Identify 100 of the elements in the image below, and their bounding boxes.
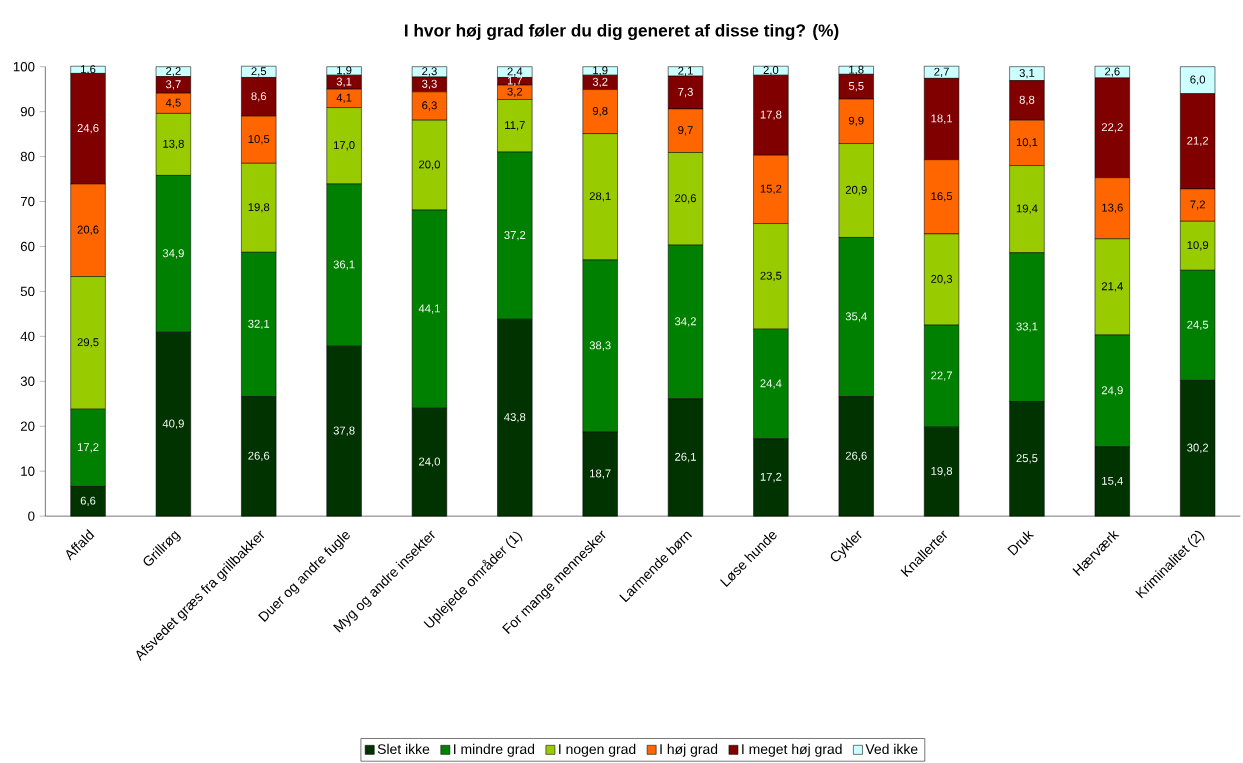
legend-label: Slet ikke xyxy=(377,743,430,755)
data-label: 7,3 xyxy=(678,87,693,98)
data-label: 2,0 xyxy=(763,66,779,76)
data-label: 19,4 xyxy=(1016,204,1038,214)
data-label: 1,7 xyxy=(507,76,523,86)
y-tick-label: 90 xyxy=(20,106,35,117)
data-label: 17,0 xyxy=(333,141,355,151)
y-tick-label: 20 xyxy=(20,421,35,431)
legend-label: I meget høj grad xyxy=(742,743,842,757)
y-tick-label: 0 xyxy=(28,511,35,521)
data-label: 25,5 xyxy=(1016,454,1038,464)
legend-label: I mindre grad xyxy=(454,743,535,757)
data-label: 13,6 xyxy=(1102,203,1123,213)
data-label: 20,3 xyxy=(931,274,953,285)
data-label: 3,2 xyxy=(592,77,608,88)
data-label: 9,8 xyxy=(592,107,608,117)
data-label: 11,7 xyxy=(505,121,525,131)
data-label: 2,7 xyxy=(934,67,949,78)
data-label: 21,4 xyxy=(1101,282,1123,292)
data-label: 3,1 xyxy=(1019,69,1035,79)
data-label: 26,6 xyxy=(845,451,867,462)
data-label: 32,1 xyxy=(248,319,270,330)
y-tick-label: 30 xyxy=(20,376,35,387)
data-label: 4,5 xyxy=(165,98,181,108)
data-label: 30,2 xyxy=(1187,443,1209,453)
y-tick-label: 70 xyxy=(20,196,35,207)
chart-title: I hvor høj grad føler du dig generet af disse ting? (%) xyxy=(404,23,839,41)
data-label: 20,9 xyxy=(845,185,867,196)
y-tick-label: 10 xyxy=(21,466,35,476)
legend-label: I høj grad xyxy=(660,743,718,757)
data-label: 2,5 xyxy=(251,67,267,77)
data-label: 4,1 xyxy=(336,93,352,104)
data-label: 15,4 xyxy=(1102,476,1123,487)
data-label: 17,2 xyxy=(760,472,782,483)
data-label: 20,6 xyxy=(675,194,697,204)
data-label: 24,9 xyxy=(1101,386,1123,396)
data-label: 43,8 xyxy=(504,413,526,423)
data-label: 26,6 xyxy=(248,451,270,462)
data-label: 24,5 xyxy=(1187,320,1209,331)
data-label: 15,2 xyxy=(760,184,782,195)
data-label: 13,8 xyxy=(163,139,184,150)
data-label: 24,4 xyxy=(760,379,782,389)
data-label: 3,2 xyxy=(507,87,523,98)
data-label: 18,7 xyxy=(590,469,611,479)
data-label: 19,8 xyxy=(931,467,953,477)
data-label: 8,8 xyxy=(1019,95,1035,106)
data-label: 10,1 xyxy=(1016,138,1038,148)
data-label: 17,8 xyxy=(760,110,782,120)
data-label: 3,7 xyxy=(165,80,181,90)
y-tick-label: 100 xyxy=(13,62,35,72)
data-label: 1,8 xyxy=(849,65,864,75)
data-label: 2,1 xyxy=(678,66,693,77)
y-tick-label: 60 xyxy=(20,241,35,252)
data-label: 6,6 xyxy=(80,496,96,507)
data-label: 5,5 xyxy=(848,82,864,92)
data-label: 6,3 xyxy=(422,101,437,111)
data-label: 2,4 xyxy=(507,67,523,77)
data-label: 2,6 xyxy=(1105,67,1120,77)
data-label: 6,0 xyxy=(1190,75,1206,85)
data-label: 1,6 xyxy=(81,65,96,75)
data-label: 28,1 xyxy=(589,192,611,202)
data-label: 29,5 xyxy=(77,338,99,348)
data-label: 33,1 xyxy=(1016,322,1038,332)
data-label: 9,7 xyxy=(678,126,693,136)
data-label: 20,0 xyxy=(419,160,440,170)
data-label: 22,2 xyxy=(1101,123,1123,133)
data-label: 38,3 xyxy=(589,341,611,351)
data-label: 36,1 xyxy=(333,260,355,270)
legend-label: Ved ikke xyxy=(865,743,918,755)
data-label: 7,2 xyxy=(1190,200,1205,210)
data-label: 2,3 xyxy=(422,67,437,77)
data-label: 34,9 xyxy=(162,249,184,259)
data-label: 21,2 xyxy=(1187,136,1209,147)
data-label: 26,1 xyxy=(675,452,696,463)
y-tick-label: 40 xyxy=(20,331,35,342)
data-label: 40,9 xyxy=(162,419,184,429)
data-label: 37,2 xyxy=(504,231,526,241)
data-label: 3,1 xyxy=(336,77,352,87)
data-label: 9,9 xyxy=(848,116,864,127)
data-label: 10,5 xyxy=(248,135,270,145)
data-label: 35,4 xyxy=(845,312,867,322)
data-label: 44,1 xyxy=(418,304,440,314)
data-label: 18,1 xyxy=(931,114,953,124)
data-label: 8,6 xyxy=(251,92,267,102)
data-label: 17,2 xyxy=(77,443,99,453)
data-label: 16,5 xyxy=(931,192,953,202)
data-label: 19,8 xyxy=(248,203,270,213)
data-label: 37,8 xyxy=(333,426,355,436)
data-label: 2,2 xyxy=(166,67,181,77)
y-tick-label: 50 xyxy=(20,286,35,297)
data-label: 20,6 xyxy=(77,225,99,235)
data-label: 1,9 xyxy=(593,66,608,76)
y-tick-label: 80 xyxy=(20,151,35,162)
data-label: 1,9 xyxy=(337,66,352,76)
data-label: 24,6 xyxy=(77,124,99,134)
data-label: 23,5 xyxy=(760,271,782,282)
data-label: 34,2 xyxy=(674,317,696,327)
data-label: 3,3 xyxy=(422,79,437,90)
data-label: 10,9 xyxy=(1187,241,1209,251)
data-label: 24,0 xyxy=(419,457,440,467)
